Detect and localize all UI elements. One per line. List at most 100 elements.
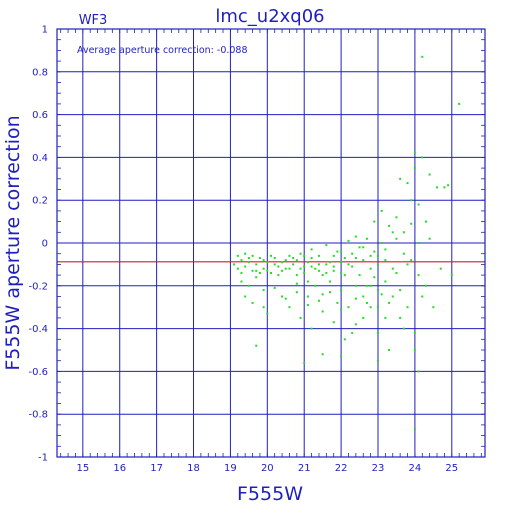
data-point xyxy=(306,304,309,307)
data-point xyxy=(410,199,413,202)
data-point xyxy=(266,312,269,315)
x-tick-label: 23 xyxy=(372,463,385,474)
data-point xyxy=(336,301,339,304)
data-point xyxy=(303,361,306,364)
data-point xyxy=(288,254,291,257)
data-point xyxy=(458,102,461,105)
data-point xyxy=(362,316,365,319)
data-point xyxy=(262,259,265,262)
x-tick-label: 24 xyxy=(409,463,422,474)
data-point xyxy=(240,280,243,283)
data-point xyxy=(391,295,394,298)
data-point xyxy=(317,263,320,266)
data-point xyxy=(377,263,379,266)
x-axis-label: F555W xyxy=(237,483,303,505)
data-point xyxy=(321,310,324,313)
data-point xyxy=(329,291,332,294)
data-point xyxy=(332,269,335,272)
data-point xyxy=(321,293,324,296)
data-point xyxy=(351,265,354,268)
data-point xyxy=(236,254,239,257)
data-point xyxy=(329,261,332,264)
data-point xyxy=(377,289,379,292)
data-point xyxy=(380,242,383,244)
data-point xyxy=(273,256,276,259)
data-point xyxy=(421,295,424,298)
data-point xyxy=(388,224,391,227)
data-point xyxy=(303,254,306,257)
y-tick-label: -0.6 xyxy=(28,367,48,378)
data-point xyxy=(310,265,313,268)
data-point xyxy=(402,327,405,330)
data-point xyxy=(421,55,424,58)
x-tick-label: 16 xyxy=(113,463,126,474)
data-point xyxy=(399,316,402,319)
data-point xyxy=(299,252,302,255)
data-point xyxy=(347,306,350,309)
data-point xyxy=(288,267,291,270)
data-point xyxy=(413,152,416,155)
data-point xyxy=(266,269,269,272)
data-point xyxy=(251,254,254,257)
x-tick-label: 19 xyxy=(224,463,237,474)
data-point xyxy=(402,231,405,234)
data-point xyxy=(380,209,383,212)
data-point xyxy=(284,259,287,262)
data-point xyxy=(258,271,261,274)
data-point xyxy=(340,308,343,311)
data-point xyxy=(417,203,420,206)
data-point xyxy=(247,284,250,287)
data-point xyxy=(365,284,368,287)
data-point xyxy=(428,173,431,176)
data-point xyxy=(365,237,368,240)
data-point xyxy=(351,252,354,255)
data-point xyxy=(303,271,306,274)
data-point xyxy=(299,267,302,270)
data-points xyxy=(233,55,461,431)
data-point xyxy=(428,237,431,240)
data-point xyxy=(273,263,276,266)
data-point xyxy=(255,276,258,279)
x-tick-label: 22 xyxy=(335,463,348,474)
data-point xyxy=(340,261,343,264)
data-point xyxy=(413,428,416,431)
data-point xyxy=(314,284,317,287)
data-point xyxy=(281,295,284,298)
data-point xyxy=(358,274,361,277)
data-point xyxy=(410,259,413,262)
data-point xyxy=(343,256,346,259)
data-point xyxy=(292,256,295,259)
data-point xyxy=(417,370,420,373)
chip-label: WF3 xyxy=(79,13,108,28)
data-point xyxy=(343,338,346,341)
chart-title: lmc_u2xq06 xyxy=(215,6,324,27)
y-tick-label: -1 xyxy=(38,453,48,464)
data-point xyxy=(277,265,280,268)
data-point xyxy=(262,267,265,270)
data-point xyxy=(332,321,335,324)
data-point xyxy=(295,282,298,285)
data-point xyxy=(447,184,450,187)
data-point xyxy=(233,263,236,266)
data-point xyxy=(236,267,239,270)
data-point xyxy=(306,280,309,283)
data-point xyxy=(317,299,320,302)
x-tick-label: 21 xyxy=(298,463,311,474)
data-point xyxy=(380,293,383,296)
data-point xyxy=(399,177,402,180)
data-point xyxy=(266,261,269,264)
data-point xyxy=(281,261,284,264)
data-point xyxy=(332,265,335,268)
data-point xyxy=(399,289,402,292)
data-point xyxy=(362,295,365,298)
data-point xyxy=(321,274,324,277)
data-point xyxy=(329,280,332,283)
data-point xyxy=(369,254,372,257)
data-point xyxy=(310,248,313,251)
data-point xyxy=(432,306,435,309)
data-point xyxy=(395,216,398,219)
x-tick-label: 25 xyxy=(445,463,458,474)
data-point xyxy=(347,239,350,242)
tick-labels: 15 16 17 18 19 20 21 22 23 24 25 -1 -0.8 -0.6 -0.4 -0.2… xyxy=(28,25,458,475)
data-point xyxy=(388,301,391,304)
